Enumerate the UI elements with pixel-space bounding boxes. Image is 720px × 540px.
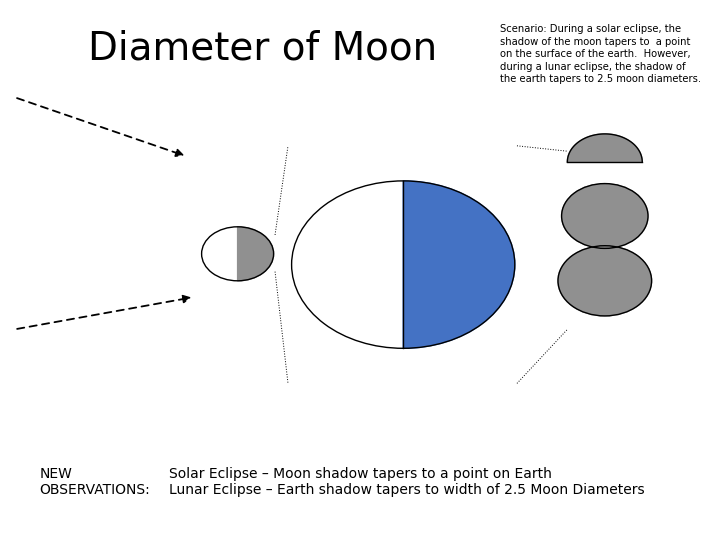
- Polygon shape: [403, 181, 515, 348]
- Circle shape: [558, 246, 652, 316]
- Text: NEW
OBSERVATIONS:: NEW OBSERVATIONS:: [40, 467, 150, 497]
- Text: Solar Eclipse – Moon shadow tapers to a point on Earth
Lunar Eclipse – Earth sha: Solar Eclipse – Moon shadow tapers to a …: [169, 467, 645, 497]
- Polygon shape: [567, 134, 642, 162]
- Text: Scenario: During a solar eclipse, the
shadow of the moon tapers to  a point
on t: Scenario: During a solar eclipse, the sh…: [500, 24, 701, 84]
- Circle shape: [562, 184, 648, 248]
- Circle shape: [292, 181, 515, 348]
- Circle shape: [202, 227, 274, 281]
- Polygon shape: [238, 227, 274, 281]
- Text: Diameter of Moon: Diameter of Moon: [89, 30, 437, 68]
